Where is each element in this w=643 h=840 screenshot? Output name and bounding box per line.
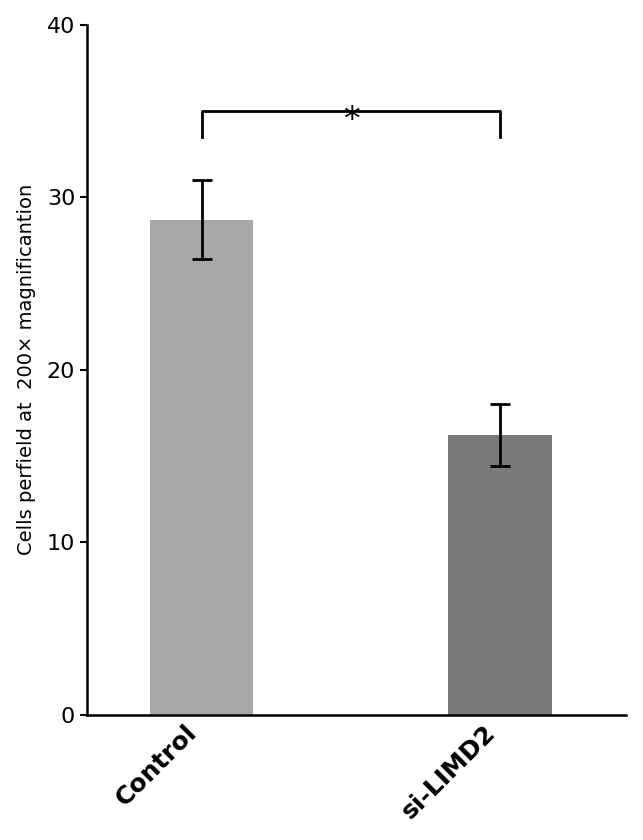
Bar (448, 435, 552, 715)
Text: *: * (343, 104, 359, 137)
Y-axis label: Cells perfield at  200× magnificantion: Cells perfield at 200× magnificantion (17, 184, 35, 555)
Bar (150, 219, 253, 715)
